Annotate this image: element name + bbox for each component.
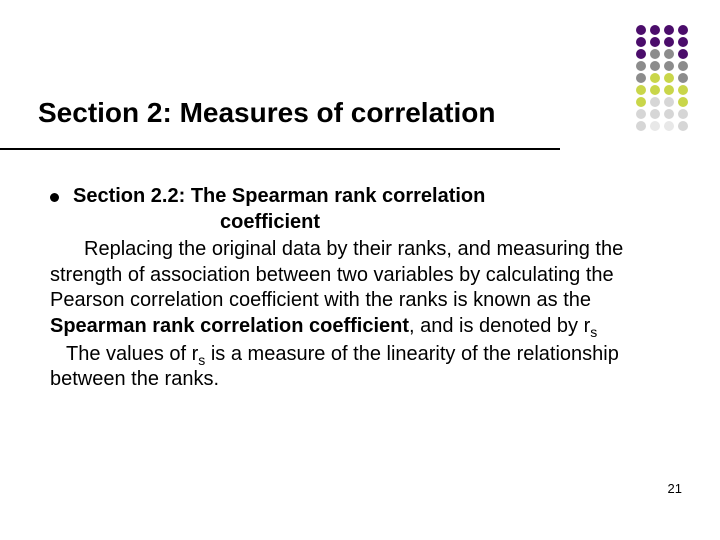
bullet-heading-line2: coefficient xyxy=(50,210,660,236)
dot-icon xyxy=(664,121,674,131)
dot-icon xyxy=(678,49,688,59)
dot-icon xyxy=(678,109,688,119)
dot-icon xyxy=(678,121,688,131)
dot-icon xyxy=(664,85,674,95)
corner-dots-decoration xyxy=(634,24,690,132)
dot-icon xyxy=(678,97,688,107)
dot-icon xyxy=(636,109,646,119)
para1-part-a: Replacing the original data by their ran… xyxy=(50,238,623,311)
dot-icon xyxy=(650,109,660,119)
dot-icon xyxy=(650,49,660,59)
bullet-item: Section 2.2: The Spearman rank correlati… xyxy=(50,184,660,210)
dot-icon xyxy=(636,121,646,131)
page-number: 21 xyxy=(668,481,682,496)
dot-icon xyxy=(678,85,688,95)
dot-row xyxy=(634,96,690,108)
dot-icon xyxy=(650,61,660,71)
dot-icon xyxy=(664,97,674,107)
dot-row xyxy=(634,120,690,132)
dot-row xyxy=(634,48,690,60)
dot-icon xyxy=(678,61,688,71)
para1-bold: Spearman rank correlation coefficient xyxy=(50,315,409,337)
title-underline xyxy=(0,148,560,150)
body-block: Section 2.2: The Spearman rank correlati… xyxy=(50,184,660,393)
para1-part-b: , and is denoted by r xyxy=(409,315,590,337)
dot-icon xyxy=(636,49,646,59)
paragraph-1: Replacing the original data by their ran… xyxy=(50,237,660,339)
dot-icon xyxy=(650,73,660,83)
dot-row xyxy=(634,60,690,72)
para1-subscript: s xyxy=(590,324,597,340)
dot-icon xyxy=(650,97,660,107)
dot-row xyxy=(634,24,690,36)
bullet-icon xyxy=(50,193,59,202)
dot-icon xyxy=(678,25,688,35)
dot-icon xyxy=(664,61,674,71)
dot-row xyxy=(634,72,690,84)
slide: Section 2: Measures of correlation Secti… xyxy=(0,0,720,540)
dot-icon xyxy=(664,37,674,47)
dot-icon xyxy=(636,61,646,71)
dot-icon xyxy=(664,109,674,119)
dot-row xyxy=(634,84,690,96)
dot-icon xyxy=(650,25,660,35)
dot-icon xyxy=(636,37,646,47)
dot-icon xyxy=(650,37,660,47)
dot-icon xyxy=(678,37,688,47)
title-block: Section 2: Measures of correlation xyxy=(38,96,558,130)
para2-part-a: The values of r xyxy=(66,343,198,365)
dot-row xyxy=(634,36,690,48)
dot-icon xyxy=(636,73,646,83)
slide-title: Section 2: Measures of correlation xyxy=(38,96,558,130)
dot-row xyxy=(634,108,690,120)
dot-icon xyxy=(664,25,674,35)
dot-icon xyxy=(636,85,646,95)
dot-icon xyxy=(664,49,674,59)
dot-icon xyxy=(678,73,688,83)
bullet-heading-line1: Section 2.2: The Spearman rank correlati… xyxy=(73,184,485,210)
paragraph-2: The values of rs is a measure of the lin… xyxy=(50,342,660,393)
dot-icon xyxy=(636,25,646,35)
dot-icon xyxy=(650,85,660,95)
dot-icon xyxy=(636,97,646,107)
dot-icon xyxy=(650,121,660,131)
dot-icon xyxy=(664,73,674,83)
